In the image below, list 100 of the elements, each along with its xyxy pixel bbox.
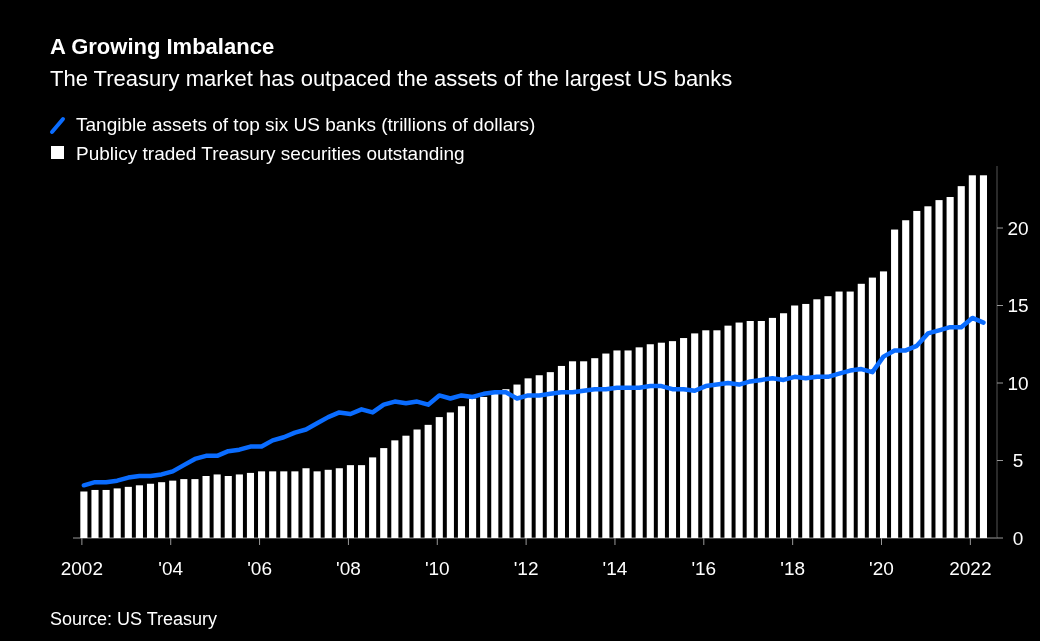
bar bbox=[191, 479, 199, 538]
bar bbox=[235, 474, 243, 538]
bar bbox=[124, 486, 132, 538]
x-tick-label: '16 bbox=[691, 558, 717, 579]
bar bbox=[391, 440, 399, 538]
bar bbox=[591, 358, 599, 538]
bar bbox=[691, 333, 699, 538]
bar bbox=[946, 197, 954, 538]
line-series bbox=[81, 315, 986, 488]
bar bbox=[491, 393, 499, 538]
bar bbox=[169, 480, 177, 538]
bar bbox=[158, 482, 166, 538]
bar bbox=[380, 448, 388, 538]
bar bbox=[791, 305, 799, 538]
x-tick-label: '08 bbox=[336, 558, 361, 579]
bar bbox=[779, 313, 788, 538]
bar bbox=[269, 471, 277, 538]
bar bbox=[768, 317, 776, 538]
bar bbox=[446, 412, 454, 538]
bar bbox=[424, 424, 432, 538]
y-tick-label: 15 bbox=[1007, 295, 1029, 317]
bar bbox=[291, 471, 299, 538]
x-tick-label: '20 bbox=[869, 558, 894, 579]
bar bbox=[224, 476, 232, 538]
x-tick-label: 2002 bbox=[60, 558, 104, 579]
bar bbox=[935, 200, 943, 538]
bar bbox=[702, 330, 710, 538]
bar bbox=[202, 476, 210, 538]
bar bbox=[668, 341, 677, 538]
bar bbox=[457, 406, 466, 538]
bar bbox=[135, 485, 143, 538]
x-tick-label: 2022 bbox=[949, 558, 992, 579]
bar bbox=[879, 271, 888, 538]
bar bbox=[657, 342, 665, 538]
bar bbox=[335, 468, 343, 538]
bar bbox=[735, 322, 743, 538]
bar bbox=[324, 469, 332, 538]
bar bbox=[557, 365, 565, 538]
bar bbox=[713, 330, 721, 538]
y-tick-label: 10 bbox=[1007, 372, 1029, 394]
bar bbox=[957, 186, 965, 538]
x-tick-label: '04 bbox=[158, 558, 184, 579]
bar bbox=[635, 347, 643, 538]
y-tick-label: 0 bbox=[1012, 527, 1024, 549]
bar bbox=[302, 468, 310, 538]
bar bbox=[146, 483, 155, 538]
bar bbox=[480, 396, 488, 538]
bar bbox=[469, 398, 477, 538]
bar bbox=[857, 283, 865, 538]
bar bbox=[513, 384, 521, 538]
x-tick-label: '14 bbox=[602, 558, 628, 579]
bar bbox=[246, 472, 255, 538]
bar bbox=[680, 338, 688, 538]
bar bbox=[524, 378, 532, 538]
bar bbox=[91, 489, 99, 538]
chart-subtitle: The Treasury market has outpaced the assets of the largest US banks bbox=[50, 66, 733, 91]
bar bbox=[413, 429, 421, 538]
bar bbox=[979, 175, 988, 538]
legend-label: Tangible assets of top six US banks (trillions of dollars) bbox=[76, 114, 536, 135]
bar bbox=[846, 291, 854, 538]
bar bbox=[602, 353, 610, 538]
bar bbox=[113, 488, 121, 538]
bar bbox=[568, 361, 577, 538]
y-tick-label: 5 bbox=[1012, 450, 1024, 472]
bar bbox=[924, 206, 932, 538]
bar bbox=[835, 291, 843, 538]
bar bbox=[913, 210, 921, 538]
bar bbox=[580, 361, 588, 538]
bar bbox=[102, 489, 110, 538]
bar bbox=[280, 471, 288, 538]
bar bbox=[902, 220, 910, 538]
bar bbox=[357, 465, 366, 538]
bar bbox=[346, 465, 354, 538]
bar bbox=[646, 344, 654, 538]
bar bbox=[258, 471, 266, 538]
legend-label: Publicy traded Treasury securities outstanding bbox=[76, 143, 465, 164]
source-note: Source: US Treasury bbox=[50, 609, 218, 629]
bar bbox=[213, 474, 221, 538]
bar bbox=[546, 372, 554, 538]
x-tick-label: '06 bbox=[247, 558, 272, 579]
bar bbox=[724, 325, 732, 538]
bar bbox=[824, 296, 832, 538]
bar bbox=[80, 491, 88, 538]
bar bbox=[757, 321, 765, 538]
bar bbox=[613, 350, 621, 538]
bar bbox=[868, 277, 876, 538]
bar bbox=[746, 321, 754, 538]
bar bbox=[435, 417, 443, 538]
x-tick-label: '12 bbox=[513, 558, 539, 579]
bar bbox=[502, 389, 510, 538]
x-tick-label: '10 bbox=[424, 558, 450, 579]
bar bbox=[535, 375, 543, 538]
x-tick-label: '18 bbox=[780, 558, 806, 579]
bar bbox=[624, 350, 632, 538]
bar bbox=[802, 303, 810, 538]
bar bbox=[313, 471, 321, 538]
bar bbox=[813, 299, 821, 538]
bar bbox=[402, 435, 410, 538]
bar bbox=[891, 229, 899, 538]
bar bbox=[369, 457, 377, 538]
